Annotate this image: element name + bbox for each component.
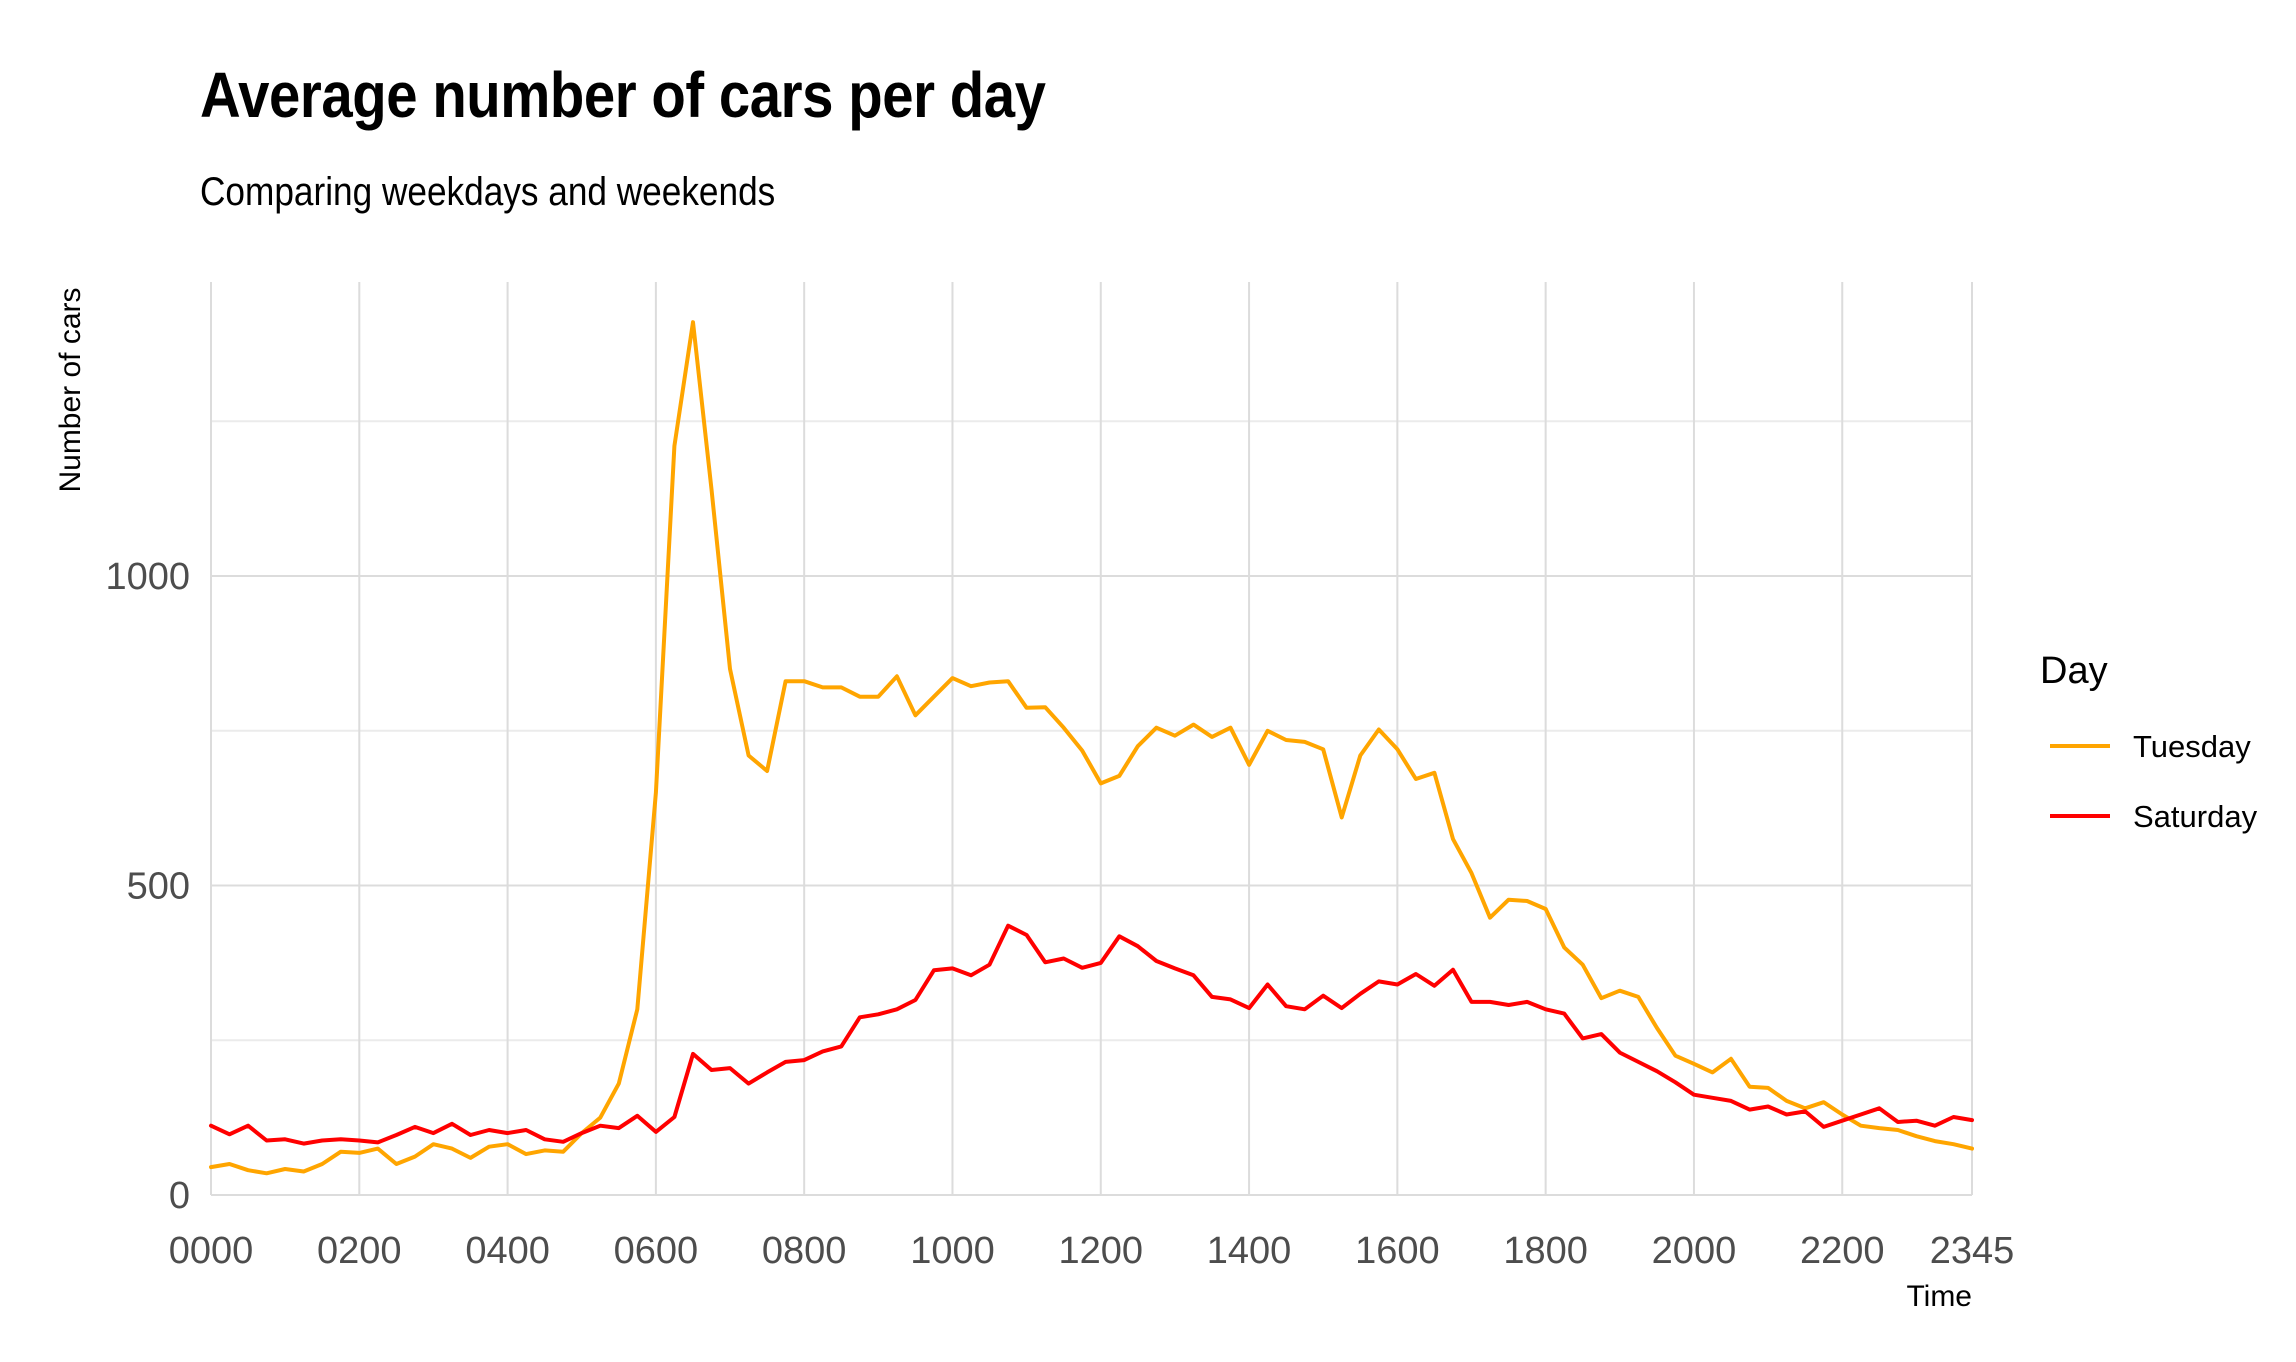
y-tick-label: 0 xyxy=(169,1175,190,1217)
legend-item-tuesday: Tuesday xyxy=(2050,729,2251,764)
x-tick-label: 1000 xyxy=(910,1230,995,1272)
x-tick-label: 2200 xyxy=(1800,1230,1885,1272)
x-tick-label: 1200 xyxy=(1058,1230,1143,1272)
x-tick-label: 0800 xyxy=(762,1230,847,1272)
legend-item-saturday: Saturday xyxy=(2050,799,2258,834)
x-axis-ticks: 0000 0200 0400 0600 0800 1000 1200 1400 1600 1800… xyxy=(169,1230,2015,1272)
legend-label: Saturday xyxy=(2133,799,2258,834)
x-tick-label: 0400 xyxy=(465,1230,550,1272)
series-lines xyxy=(209,320,1974,1176)
x-tick-label: 1600 xyxy=(1355,1230,1440,1272)
legend-title: Day xyxy=(2040,650,2108,692)
x-tick-label: 2345 xyxy=(1930,1230,2015,1272)
y-axis-label: Number of cars xyxy=(54,287,87,492)
grid xyxy=(210,282,1973,1196)
x-tick-label: 0600 xyxy=(614,1230,699,1272)
series-line-tuesday xyxy=(209,320,1974,1176)
x-tick-label: 1800 xyxy=(1503,1230,1588,1272)
chart-subtitle: Comparing weekdays and weekends xyxy=(200,170,776,214)
x-tick-label: 0000 xyxy=(169,1230,254,1272)
y-tick-label: 500 xyxy=(127,866,190,908)
chart-title: Average number of cars per day xyxy=(200,59,1046,131)
legend: Day Tuesday Saturday xyxy=(2040,650,2258,834)
y-tick-label: 1000 xyxy=(105,556,190,598)
x-tick-label: 1400 xyxy=(1207,1230,1292,1272)
y-axis-ticks: 0 500 1000 xyxy=(105,556,190,1217)
x-axis-label: Time xyxy=(1906,1280,1972,1313)
series-line-saturday xyxy=(209,923,1974,1146)
x-tick-label: 2000 xyxy=(1652,1230,1737,1272)
x-tick-label: 0200 xyxy=(317,1230,402,1272)
legend-label: Tuesday xyxy=(2133,729,2251,764)
